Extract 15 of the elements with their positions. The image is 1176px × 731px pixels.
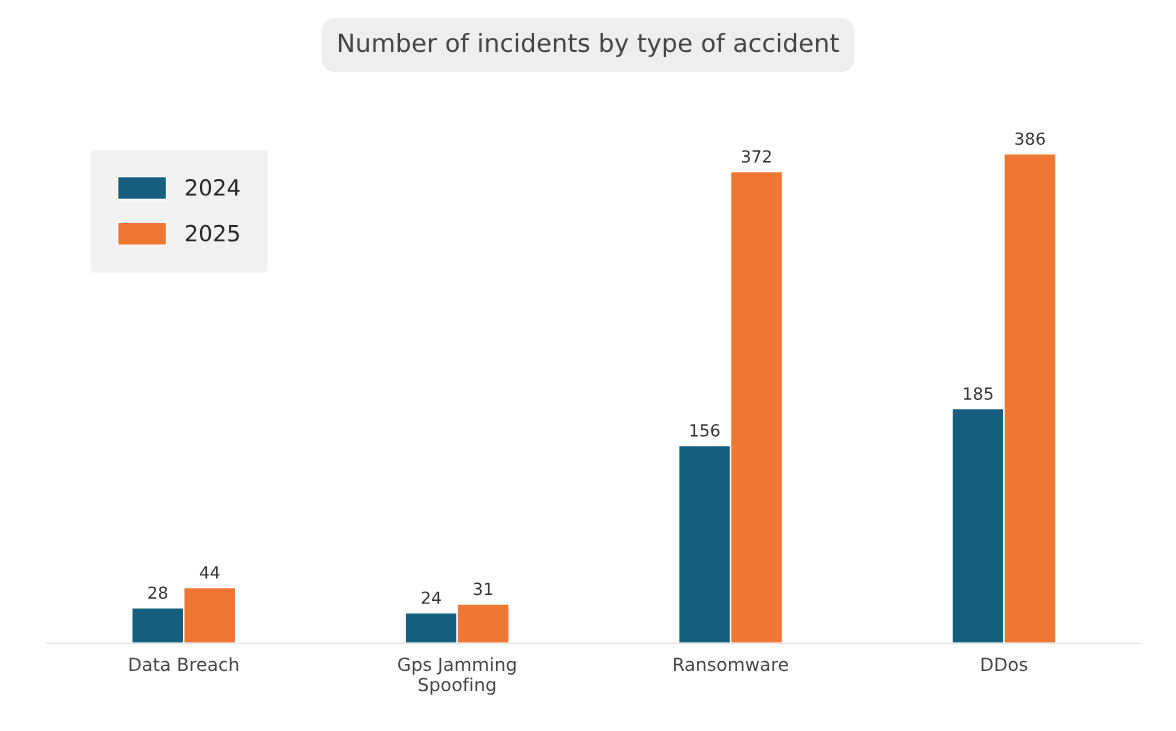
data-label: 185 xyxy=(963,387,993,400)
legend-label: 2025 xyxy=(185,224,239,242)
data-label: 386 xyxy=(1015,132,1045,145)
data-label: 44 xyxy=(199,566,220,579)
data-label: 156 xyxy=(690,424,720,437)
data-label: 24 xyxy=(421,591,441,604)
x-tick-label: Data Breach xyxy=(129,657,239,672)
data-label: 372 xyxy=(741,150,771,163)
legend-label: 2024 xyxy=(185,179,240,196)
data-label: 28 xyxy=(148,586,168,599)
chart-title: Number of incidents by type of accident xyxy=(339,32,839,58)
x-tick-label: Ransomware xyxy=(674,657,788,672)
data-label: 31 xyxy=(473,582,493,596)
x-tick-label: Gps Jamming Spoofing xyxy=(398,657,516,695)
x-tick-label: DDos xyxy=(981,657,1028,672)
